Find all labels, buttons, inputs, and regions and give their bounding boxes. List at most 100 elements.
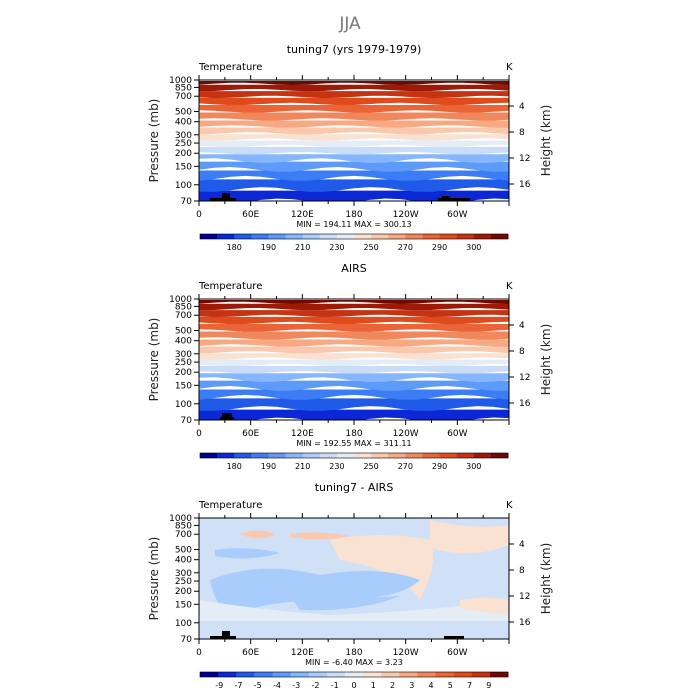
y2-tick-label: 16 xyxy=(519,618,531,628)
topography xyxy=(220,417,234,420)
panel-2: AIRS Temperature K 0 60E 120E 180 120W 60W 70 100 1… xyxy=(147,262,553,471)
colorbar-label: -3 xyxy=(292,681,300,690)
contour-band xyxy=(199,359,509,367)
contour-band xyxy=(199,300,509,304)
colorbar-label: 210 xyxy=(295,243,310,252)
colorbar-swatch xyxy=(371,234,389,239)
colorbar-label: -4 xyxy=(273,681,281,690)
x-tick-label: 180 xyxy=(345,648,362,658)
plot-area xyxy=(199,300,509,420)
colorbar-swatch xyxy=(200,234,218,239)
colorbar-swatch xyxy=(471,672,491,677)
y-axis-label: Pressure (mb) xyxy=(147,537,161,621)
contour-band xyxy=(199,127,509,135)
contour-band xyxy=(199,190,509,201)
colorbar-swatch xyxy=(388,234,406,239)
difference-blob xyxy=(460,597,509,615)
topography xyxy=(442,196,450,198)
colorbar-frame xyxy=(199,233,509,240)
colorbar-label: 190 xyxy=(261,243,276,252)
colorbar-swatch xyxy=(439,234,458,239)
y-tick-label: 250 xyxy=(175,358,192,368)
colorbar-label: 250 xyxy=(363,462,378,471)
x-tick-label: 60E xyxy=(242,210,259,220)
colorbar-label: 1 xyxy=(371,681,376,690)
colorbar-label: 180 xyxy=(227,243,242,252)
colorbar-label: 250 xyxy=(363,243,378,252)
y-tick-label: 250 xyxy=(175,139,192,149)
x-tick-label: 0 xyxy=(196,648,202,658)
units-label: K xyxy=(506,62,513,73)
colorbar-swatch xyxy=(290,672,310,677)
colorbar-swatch xyxy=(405,453,423,458)
x-tick-label: 120W xyxy=(393,210,419,220)
colorbar-swatch xyxy=(272,672,291,677)
colorbar-swatch xyxy=(234,234,252,239)
colorbar-label: -9 xyxy=(215,681,223,690)
y2-axis-label: Height (km) xyxy=(539,543,553,614)
colorbar-swatch xyxy=(268,234,286,239)
topography xyxy=(222,413,232,417)
colorbar-swatch xyxy=(336,234,355,239)
x-tick-label: 0 xyxy=(196,210,202,220)
colorbar-swatch xyxy=(405,234,423,239)
stats-text: MIN = -6.40 MAX = 3.23 xyxy=(305,658,403,667)
x-tick-label: 60E xyxy=(242,648,259,658)
colorbar-label: -2 xyxy=(312,681,320,690)
units-label: K xyxy=(506,500,513,511)
y2-tick-label: 4 xyxy=(519,540,525,550)
y2-tick-label: 16 xyxy=(519,399,531,409)
contour-band xyxy=(199,84,509,92)
colorbar-label: 2 xyxy=(390,681,395,690)
y-tick-label: 200 xyxy=(175,587,192,597)
contour-band xyxy=(199,316,509,325)
y-tick-label: 500 xyxy=(175,327,192,337)
y-tick-label: 150 xyxy=(175,600,192,610)
y-tick-label: 100 xyxy=(175,181,192,191)
colorbar-swatch xyxy=(254,672,273,677)
colorbar-swatch xyxy=(302,453,321,458)
y2-tick-label: 4 xyxy=(519,102,525,112)
colorbar-swatch xyxy=(200,453,218,458)
y-axis-label: Pressure (mb) xyxy=(147,318,161,402)
y-tick-label: 150 xyxy=(175,381,192,391)
colorbar-swatch xyxy=(354,453,372,458)
contour-band xyxy=(199,365,509,374)
colorbar-swatch xyxy=(490,234,509,239)
y-tick-label: 400 xyxy=(175,118,192,128)
y-tick-label: 200 xyxy=(175,149,192,159)
y-tick-label: 850 xyxy=(175,521,192,531)
y-tick-label: 700 xyxy=(175,92,192,102)
contour-band xyxy=(199,373,509,383)
y-axis-label: Pressure (mb) xyxy=(147,99,161,183)
stats-text: MIN = 192.55 MAX = 311.11 xyxy=(296,439,411,448)
contour-band xyxy=(199,146,509,155)
colorbar-label: 9 xyxy=(486,681,491,690)
colorbar-label: 190 xyxy=(261,462,276,471)
colorbar-swatch xyxy=(456,234,475,239)
x-tick-label: 60E xyxy=(242,429,259,439)
topography xyxy=(444,636,464,639)
x-tick-label: 180 xyxy=(345,429,362,439)
colorbar-label: 0 xyxy=(351,681,356,690)
contour-band xyxy=(199,346,509,354)
y2-tick-label: 4 xyxy=(519,321,525,331)
x-tick-label: 0 xyxy=(196,429,202,439)
colorbar-swatch xyxy=(371,453,389,458)
colorbar-swatch xyxy=(439,453,458,458)
colorbar-label: 300 xyxy=(466,462,481,471)
x-tick-label: 60W xyxy=(447,210,467,220)
y-tick-label: 150 xyxy=(175,162,192,172)
topography xyxy=(210,198,236,201)
colorbar-swatch xyxy=(234,453,252,458)
contour-band xyxy=(199,112,509,121)
contour-band xyxy=(199,154,509,164)
y2-tick-label: 12 xyxy=(519,373,530,383)
contour-band xyxy=(199,105,509,113)
difference-blob xyxy=(290,595,400,611)
contour-band xyxy=(199,380,509,391)
colorbar-label: 270 xyxy=(398,243,413,252)
colorbar-swatch xyxy=(308,672,328,677)
panel-title: tuning7 (yrs 1979-1979) xyxy=(287,43,422,56)
